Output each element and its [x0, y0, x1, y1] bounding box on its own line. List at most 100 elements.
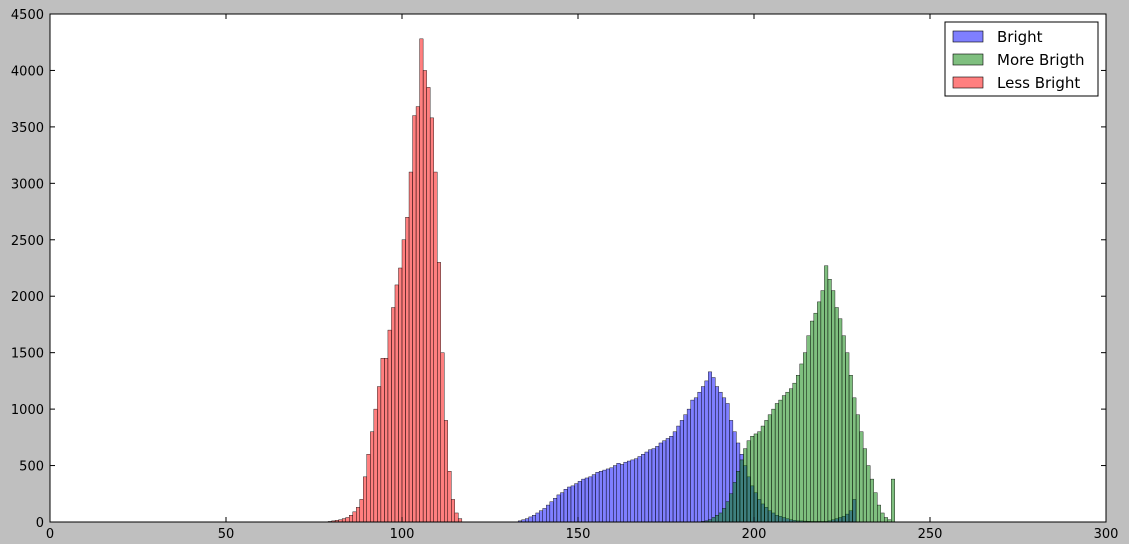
histogram-bar [394, 284, 399, 523]
histogram-bar [405, 216, 410, 523]
histogram-bar [873, 492, 878, 523]
bars-layer [327, 38, 896, 523]
legend-label: Bright [997, 28, 1043, 46]
histogram-bar [806, 335, 811, 523]
histogram-bar [690, 399, 695, 523]
y-tick-label: 1000 [11, 403, 44, 418]
histogram-bar [377, 386, 382, 523]
histogram-bar [701, 386, 705, 523]
histogram-bar [722, 508, 727, 523]
histogram-bar [525, 518, 529, 523]
histogram-bar [799, 363, 804, 523]
histogram-bar [426, 87, 431, 523]
histogram-bar [412, 115, 417, 523]
histogram-bar [584, 477, 589, 523]
histogram-bar [363, 476, 367, 523]
histogram-bar [616, 463, 621, 523]
histogram-bar [718, 512, 723, 523]
x-tick-label: 300 [1094, 527, 1119, 542]
histogram-bar [356, 507, 360, 523]
histogram-bar [665, 438, 670, 523]
histogram-bar [715, 386, 720, 523]
histogram-bar [401, 239, 406, 523]
histogram-bar [785, 391, 790, 523]
histogram-bar [598, 471, 603, 523]
histogram-bar [605, 468, 610, 523]
histogram-bar [549, 501, 554, 523]
histogram-bar [831, 290, 836, 523]
histogram-bar [722, 397, 727, 523]
histogram-bar [634, 458, 639, 523]
histogram-bar [792, 382, 797, 523]
histogram-bar [869, 478, 874, 523]
histogram-bar [827, 279, 832, 523]
histogram-bar [349, 515, 353, 523]
legend-swatch [952, 53, 984, 66]
histogram-bar [560, 492, 565, 523]
histogram-bar [884, 517, 888, 523]
histogram-bar [767, 414, 772, 523]
histogram-bar [711, 517, 716, 523]
histogram-bar [451, 499, 455, 523]
histogram-bar [447, 471, 452, 523]
histogram-bar [602, 469, 607, 523]
histogram-bar [613, 465, 617, 523]
histogram-bar [433, 171, 438, 523]
histogram-bar [739, 459, 744, 523]
histogram-bar [789, 388, 793, 523]
histogram-bar [655, 446, 660, 523]
histogram-bar [778, 399, 783, 523]
histogram-bar [704, 380, 709, 523]
histogram-bar [753, 433, 758, 523]
histogram-bar [891, 478, 896, 523]
histogram-bar [817, 301, 822, 523]
legend: Bright More Brigth Less Bright [944, 21, 1099, 97]
histogram-bar [651, 448, 656, 523]
axes-layer: 0 50 100 150 200 250 3000500100015002000250030… [11, 8, 1119, 542]
legend-label: More Brigth [997, 51, 1085, 69]
histogram-bar [644, 451, 649, 523]
series-2 [327, 38, 463, 523]
histogram-bar [556, 494, 561, 523]
histogram-bar [391, 307, 396, 523]
histogram-bar [440, 352, 445, 523]
histogram-bar [732, 482, 737, 523]
histogram-bar [609, 467, 614, 523]
histogram-bar [859, 431, 864, 523]
histogram-bar [669, 436, 674, 523]
histogram-bar [686, 408, 691, 523]
histogram-bar [570, 485, 575, 523]
y-tick-label: 4500 [11, 8, 44, 23]
histogram-bar [796, 375, 800, 523]
histogram-bar [429, 117, 434, 523]
histogram-bar [553, 498, 558, 523]
histogram-bar [627, 460, 632, 523]
histogram-bar [813, 312, 818, 523]
histogram-bar [662, 440, 667, 523]
histogram-bar [532, 515, 536, 523]
histogram-bar [781, 395, 786, 523]
histogram-bar [454, 512, 459, 523]
histogram-bar [838, 318, 843, 523]
histogram-bar [380, 358, 385, 523]
histogram-bar [725, 501, 730, 523]
plot-area [50, 14, 1106, 522]
histogram-bar [641, 454, 646, 523]
histogram-bar [852, 397, 857, 523]
histogram-bar [637, 456, 642, 523]
x-tick-label: 200 [742, 527, 767, 542]
histogram-bar [803, 352, 808, 523]
histogram-bar [708, 371, 712, 523]
histogram-bar [683, 414, 688, 523]
histogram-bar [711, 377, 716, 523]
histogram-bar [757, 431, 762, 523]
histogram-bar [422, 70, 427, 523]
histogram-bar [458, 518, 463, 523]
histogram-bar [373, 408, 378, 523]
histogram-bar [729, 493, 734, 523]
histogram-bar [855, 414, 860, 523]
histogram-bar [415, 106, 420, 523]
x-tick-label: 100 [390, 527, 415, 542]
y-tick-label: 1500 [11, 347, 44, 362]
